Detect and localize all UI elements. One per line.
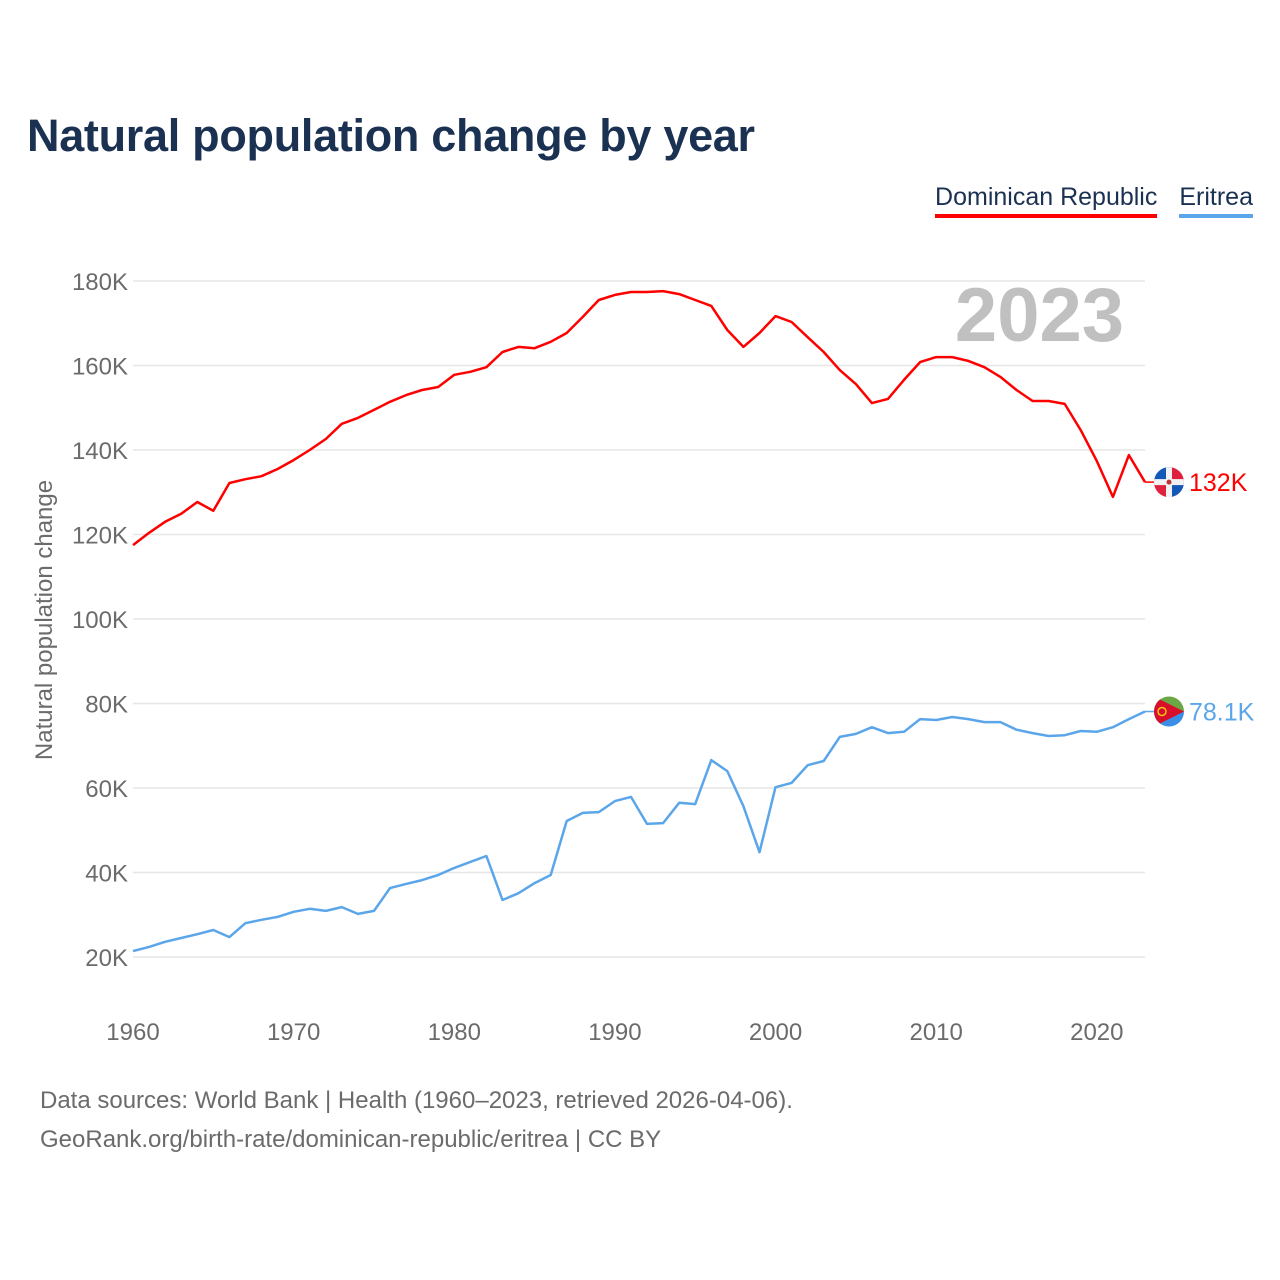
x-tick-label: 2020	[1070, 1019, 1123, 1046]
chart-title: Natural population change by year	[27, 110, 755, 161]
series-line-eritrea	[132, 710, 1146, 953]
x-tick-label: 1970	[267, 1019, 320, 1046]
y-tick-label: 20K	[85, 945, 128, 972]
y-tick-label: 40K	[85, 861, 128, 888]
year-watermark: 2023	[955, 273, 1124, 358]
y-tick-label: 60K	[85, 776, 128, 803]
y-tick-label: 180K	[72, 269, 128, 296]
footer-sources: Data sources: World Bank | Health (1960–…	[40, 1087, 793, 1114]
x-tick-label: 1960	[106, 1019, 159, 1046]
x-tick-label: 2010	[909, 1019, 962, 1046]
end-value-label: 132K	[1189, 469, 1248, 497]
y-tick-label: 80K	[85, 692, 128, 719]
y-axis-title: Natural population change	[31, 480, 58, 760]
end-value-label: 78.1K	[1189, 699, 1255, 727]
legend-item-dominican-republic[interactable]: Dominican Republic	[935, 183, 1158, 218]
y-tick-label: 100K	[72, 607, 128, 634]
legend: Dominican Republic Eritrea	[935, 183, 1253, 218]
eritrea-flag-icon	[1154, 696, 1184, 727]
x-tick-label: 1990	[588, 1019, 641, 1046]
y-tick-label: 140K	[72, 438, 128, 465]
x-tick-label: 2000	[749, 1019, 802, 1046]
y-tick-label: 120K	[72, 523, 128, 550]
footer-attribution: GeoRank.org/birth-rate/dominican-republi…	[40, 1126, 662, 1153]
legend-item-eritrea[interactable]: Eritrea	[1179, 183, 1253, 218]
dominican-republic-flag-icon	[1154, 467, 1184, 498]
y-tick-label: 160K	[72, 354, 128, 381]
series-line-dominican-republic	[132, 289, 1147, 547]
x-tick-label: 1980	[428, 1019, 481, 1046]
